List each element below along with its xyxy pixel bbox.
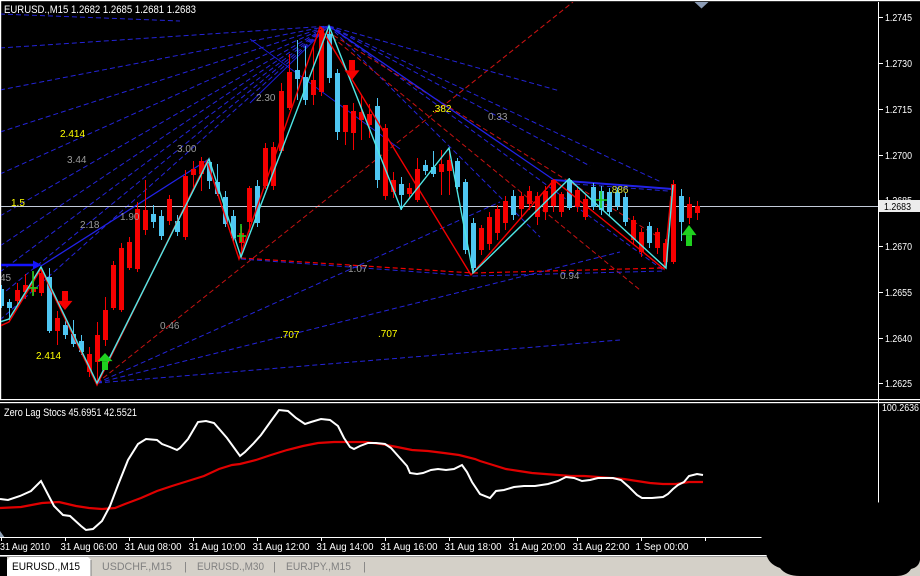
svg-text:EURUSD.,M15 1.2682 1.2685 1.2: EURUSD.,M15 1.2682 1.2685 1.2681 1.2683 <box>4 4 196 16</box>
svg-text:Zero Lag Stocs 45.6951 42.5521: Zero Lag Stocs 45.6951 42.5521 <box>4 407 137 419</box>
svg-text:.886: .886 <box>609 185 629 196</box>
svg-text:2.414: 2.414 <box>60 129 85 140</box>
svg-text:USDCHF.,M15: USDCHF.,M15 <box>102 561 172 573</box>
svg-text:|: | <box>273 561 276 573</box>
svg-text:|: | <box>184 561 187 573</box>
svg-text:31 Aug 08:00: 31 Aug 08:00 <box>125 542 182 553</box>
svg-text:EURUSD.,M30: EURUSD.,M30 <box>197 561 264 573</box>
svg-text:1.5: 1.5 <box>11 198 25 209</box>
svg-text:1.2700: 1.2700 <box>885 151 912 162</box>
svg-text:1.07: 1.07 <box>348 264 368 275</box>
svg-text:31 Aug 2010: 31 Aug 2010 <box>0 542 50 553</box>
svg-text:1 Sep 00:00: 1 Sep 00:00 <box>636 542 689 553</box>
svg-text:1.2640: 1.2640 <box>885 334 912 345</box>
svg-text:31 Aug 16:00: 31 Aug 16:00 <box>381 542 438 553</box>
svg-text:0.46: 0.46 <box>160 321 180 332</box>
svg-text:1.2715: 1.2715 <box>885 105 912 116</box>
svg-text:EURUSD.,M15: EURUSD.,M15 <box>12 561 80 573</box>
svg-text:EURJPY.,M15: EURJPY.,M15 <box>286 561 351 573</box>
svg-text:0.94: 0.94 <box>560 271 580 282</box>
svg-text:1.2655: 1.2655 <box>885 288 912 299</box>
svg-text:.707: .707 <box>378 329 398 340</box>
svg-text:2.414: 2.414 <box>36 351 61 362</box>
svg-text:1.2745: 1.2745 <box>885 13 912 24</box>
svg-text:.707: .707 <box>280 330 300 341</box>
svg-text:1.2730: 1.2730 <box>885 59 912 70</box>
svg-text:1.2683: 1.2683 <box>884 202 911 213</box>
svg-text:|: | <box>363 561 366 573</box>
svg-text:31 Aug 06:00: 31 Aug 06:00 <box>61 542 118 553</box>
svg-text:31 Aug 12:00: 31 Aug 12:00 <box>253 542 310 553</box>
svg-text:31 Aug 20:00: 31 Aug 20:00 <box>509 542 566 553</box>
svg-text:1.2670: 1.2670 <box>885 242 912 253</box>
svg-text:1.90: 1.90 <box>120 212 140 223</box>
svg-text:2.18: 2.18 <box>80 220 100 231</box>
svg-text:.382: .382 <box>432 104 452 115</box>
svg-text:31 Aug 18:00: 31 Aug 18:00 <box>445 542 502 553</box>
svg-text:1.2625: 1.2625 <box>885 379 912 390</box>
svg-text:0.33: 0.33 <box>488 112 508 123</box>
svg-text:3.44: 3.44 <box>67 155 87 166</box>
svg-text:31 Aug 22:00: 31 Aug 22:00 <box>573 542 630 553</box>
svg-text:31 Aug 14:00: 31 Aug 14:00 <box>317 542 374 553</box>
svg-text:2.30: 2.30 <box>256 93 276 104</box>
svg-text:3.00: 3.00 <box>177 144 197 155</box>
svg-text:100.2636: 100.2636 <box>882 403 919 414</box>
svg-text:45: 45 <box>0 273 12 284</box>
svg-text:31 Aug 10:00: 31 Aug 10:00 <box>189 542 246 553</box>
